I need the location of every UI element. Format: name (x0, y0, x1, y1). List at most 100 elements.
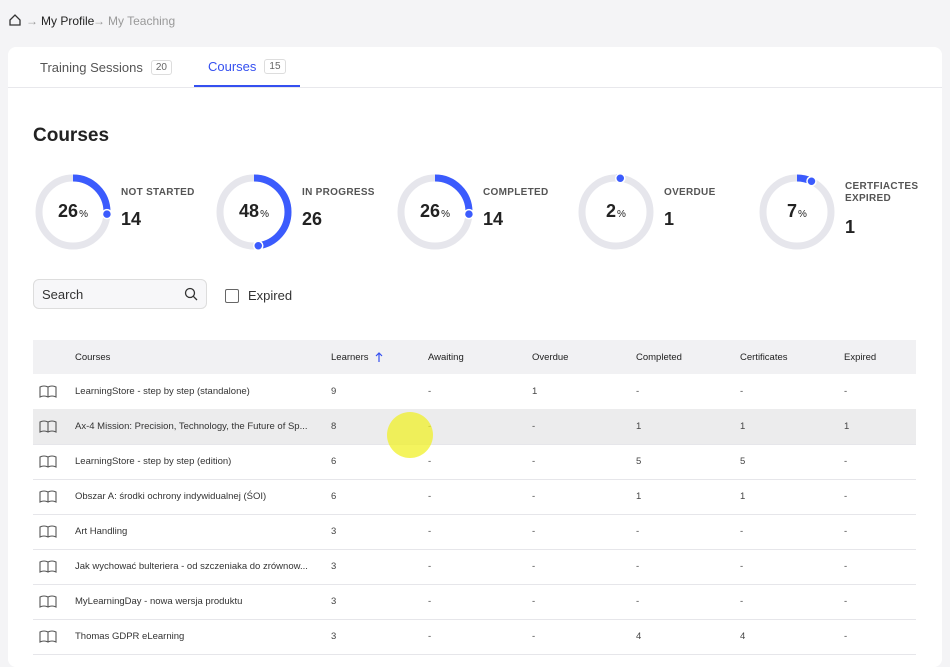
table-row[interactable]: MyLearningDay - nowa wersja produktu 3 - - -… (33, 584, 916, 620)
cell-value: - (532, 596, 536, 607)
book-outline (39, 385, 57, 398)
cell-value: - (532, 456, 536, 467)
donut-end-dot (806, 175, 817, 187)
cell-value: - (844, 631, 848, 642)
cell-value: - (740, 526, 744, 537)
column-header[interactable]: Learners (331, 340, 387, 374)
book-outline (39, 560, 57, 573)
cell-value: 6 (331, 491, 337, 502)
donut (578, 173, 654, 250)
column-header[interactable]: Completed (636, 351, 682, 363)
table-row[interactable]: Art Handling 3 - - - - - (33, 514, 916, 550)
stat-label: OVERDUE (664, 187, 716, 198)
course-icon (39, 455, 57, 468)
course-name: Jak wychować bulteriera - od szczeniaka … (75, 561, 308, 572)
cell-value: 1 (532, 386, 538, 397)
percent-unit: % (260, 209, 269, 220)
cell-value: - (532, 421, 536, 432)
cell-value: - (636, 561, 640, 572)
cell-value: 1 (740, 421, 746, 432)
stat-count: 26 (302, 209, 323, 229)
cell-value: 4 (636, 631, 642, 642)
column-header[interactable]: Courses (75, 351, 111, 363)
cell-value: - (844, 561, 848, 572)
percent-unit: % (617, 209, 626, 220)
course-name: Thomas GDPR eLearning (75, 631, 185, 642)
donut (397, 174, 475, 250)
tab[interactable]: Courses 15 (194, 47, 300, 87)
percent: 7% (757, 201, 837, 222)
checkbox-label[interactable]: Expired (248, 288, 293, 303)
percent-unit: % (441, 209, 450, 220)
percent-value: 7 (787, 201, 798, 221)
cell-value: - (532, 631, 536, 642)
course-name: LearningStore - step by step (edition) (75, 456, 232, 467)
checkbox[interactable] (225, 289, 239, 303)
cell-value: - (636, 386, 640, 397)
cell-value: - (844, 456, 848, 467)
tab-count: 15 (264, 58, 286, 74)
table-row[interactable]: Ax-4 Mission: Precision, Technology, the… (33, 409, 916, 445)
cell-value: - (428, 631, 432, 642)
cell-value: - (428, 561, 432, 572)
donut-arc (216, 174, 292, 250)
cell-value: 5 (636, 456, 642, 467)
book-outline (39, 420, 57, 433)
cell-value: 3 (331, 596, 337, 607)
course-icon (39, 490, 57, 503)
donut-end-dot (253, 240, 264, 251)
donut (759, 174, 835, 250)
separator: → (26, 14, 38, 28)
course-icon (39, 560, 57, 573)
card: Training Sessions 20 Courses 15 Courses Sea… (8, 47, 942, 667)
tab-label: Courses (208, 58, 257, 74)
course-name: Obszar A: środki ochrony indywidualnej (… (75, 491, 267, 502)
cell-value: - (428, 456, 432, 467)
column-header[interactable]: Overdue (532, 351, 569, 363)
breadcrumb-link[interactable]: My Profile (41, 14, 95, 28)
column-header[interactable]: Certificates (740, 351, 788, 363)
percent-unit: % (79, 209, 88, 220)
column-header[interactable]: Expired (844, 351, 877, 363)
course-name: LearningStore - step by step (standalone… (75, 386, 250, 397)
donut (216, 174, 292, 251)
column-header[interactable]: Awaiting (428, 351, 464, 363)
course-icon (39, 385, 57, 398)
table-row[interactable]: Thomas GDPR eLearning 3 - - 4 4 - (33, 619, 916, 655)
separator: → (93, 14, 105, 28)
cell-value: - (636, 596, 640, 607)
book-outline (39, 455, 57, 468)
course-name: Ax-4 Mission: Precision, Technology, the… (75, 421, 308, 432)
book-outline (39, 490, 57, 503)
tab[interactable]: Training Sessions 20 (26, 47, 186, 87)
cell-value: - (740, 596, 744, 607)
cell-value: 3 (331, 526, 337, 537)
stat-count: 1 (845, 217, 856, 237)
stat-count: 14 (483, 209, 504, 229)
cell-value: - (844, 386, 848, 397)
breadcrumb-current: My Teaching (108, 14, 176, 28)
cell-value: - (428, 491, 432, 502)
table-row[interactable]: LearningStore - step by step (edition) 6 -… (33, 444, 916, 480)
search-input[interactable]: Search (33, 279, 207, 309)
book-outline (39, 525, 57, 538)
sort-arrow (375, 352, 382, 362)
cell-value: 3 (331, 561, 337, 572)
percent: 26% (33, 201, 113, 222)
course-icon (39, 630, 57, 643)
cursor-highlight (387, 412, 433, 458)
table-row[interactable]: Jak wychować bulteriera - od szczeniaka … (33, 549, 916, 585)
cell-value: - (844, 596, 848, 607)
cell-value: - (428, 386, 432, 397)
donut-end-dot (101, 208, 113, 220)
search-icon (184, 287, 198, 301)
book-outline (39, 595, 57, 608)
home-icon[interactable] (8, 13, 22, 27)
table-row[interactable]: Obszar A: środki ochrony indywidualnej (… (33, 479, 916, 515)
cell-value: 5 (740, 456, 746, 467)
section-heading: Courses (33, 125, 110, 146)
table-row[interactable]: LearningStore - step by step (standalone… (33, 374, 916, 410)
donut (35, 174, 113, 250)
cell-value: - (428, 526, 432, 537)
donut-arc (759, 174, 835, 250)
